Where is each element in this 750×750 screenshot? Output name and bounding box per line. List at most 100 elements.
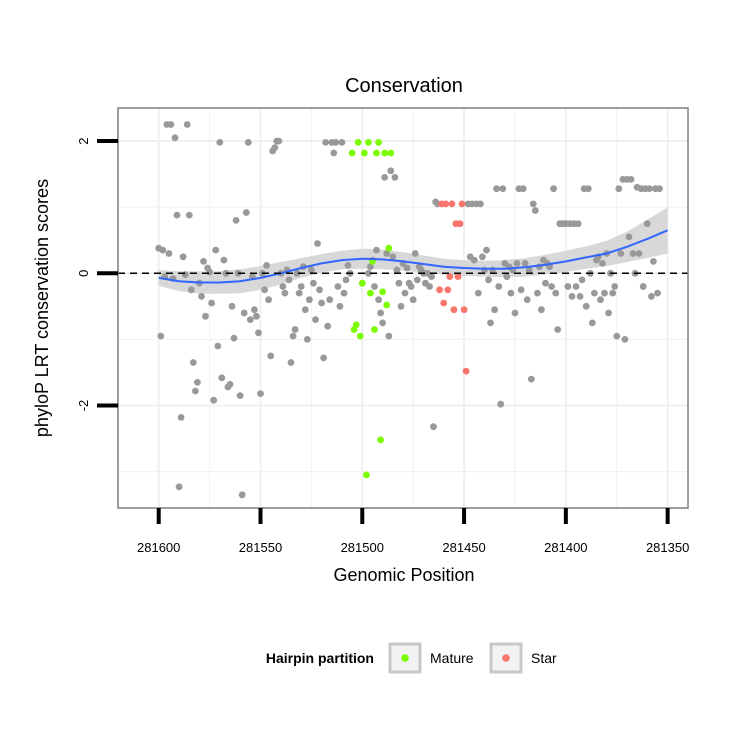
point-star (450, 306, 458, 314)
point-other (609, 289, 617, 297)
smooth-trend-line (158, 229, 668, 284)
point-other (246, 316, 254, 323)
point-other (413, 276, 421, 284)
point-other (194, 379, 201, 386)
point-other (206, 268, 214, 276)
point-other (371, 283, 378, 290)
point-other (426, 283, 433, 290)
point-mature (352, 321, 360, 329)
point-mature (360, 149, 368, 157)
point-other (365, 269, 372, 277)
point-other (253, 312, 260, 320)
point-other (645, 185, 653, 193)
point-other (293, 269, 301, 277)
point-other (185, 211, 193, 219)
point-star (460, 306, 468, 314)
point-other (183, 121, 191, 128)
x-axis: 281600 281550 281500 281450 281400 281350 Gen… (137, 508, 689, 585)
point-other (485, 276, 492, 284)
point-other (271, 144, 279, 152)
point-mature (354, 139, 362, 146)
point-other (499, 185, 507, 193)
point-other (497, 400, 505, 408)
point-other (527, 375, 535, 383)
point-other (629, 250, 637, 257)
point-other (574, 220, 582, 228)
point-other (588, 319, 596, 327)
point-other (159, 246, 167, 254)
point-other (650, 258, 657, 265)
y-axis-title: phyloP LRT conservation scores (32, 179, 52, 437)
point-other (572, 283, 580, 290)
x-tick-label: 281350 (646, 540, 689, 555)
point-other (179, 253, 187, 261)
point-other (255, 329, 262, 337)
point-other (409, 296, 417, 304)
point-other (198, 293, 205, 300)
y-tick-label: -2 (76, 400, 91, 412)
point-other (316, 286, 323, 294)
y-tick-label: 0 (76, 270, 91, 277)
point-other (330, 149, 338, 157)
point-mature (356, 332, 364, 340)
point-other (397, 302, 405, 310)
point-other (605, 309, 612, 317)
point-mature (373, 149, 380, 157)
point-mature (381, 149, 389, 157)
y-tick-label: 2 (76, 137, 91, 144)
point-other (648, 293, 655, 300)
point-other (582, 302, 590, 310)
point-other (297, 283, 305, 290)
legend-label-mature: Mature (430, 650, 474, 666)
point-star (456, 220, 464, 228)
point-other (617, 250, 625, 257)
point-other (548, 283, 555, 290)
point-other (210, 396, 218, 404)
point-other (322, 139, 329, 146)
point-other (157, 332, 165, 340)
point-other (621, 336, 629, 343)
point-other (238, 491, 246, 499)
point-other (306, 296, 313, 304)
point-mature (348, 149, 356, 157)
point-other (643, 220, 651, 228)
point-other (226, 381, 234, 388)
point-mature (385, 244, 393, 252)
x-tick-label: 281500 (341, 540, 384, 555)
point-other (654, 289, 661, 297)
point-other (470, 256, 478, 264)
point-other (554, 326, 562, 333)
point-other (601, 289, 608, 297)
point-other (403, 264, 411, 272)
point-star (436, 286, 443, 294)
point-mature (387, 149, 395, 157)
point-other (613, 332, 621, 340)
point-other (615, 185, 623, 193)
point-other (265, 296, 272, 304)
point-other (576, 293, 584, 300)
point-other (192, 387, 199, 395)
point-mature (371, 326, 378, 333)
point-other (216, 139, 224, 146)
point-star (440, 299, 448, 307)
point-other (523, 296, 531, 304)
point-other (373, 246, 380, 254)
point-other (487, 319, 494, 327)
point-other (324, 322, 332, 330)
plot-border (117, 107, 689, 509)
point-mature (375, 139, 382, 146)
point-other (489, 266, 496, 274)
y-axis: -2 0 2 phyloP LRT conservation scores (32, 137, 118, 437)
legend-title: Hairpin partition (266, 650, 374, 666)
point-other (391, 174, 399, 181)
x-tick-label: 281600 (137, 540, 180, 555)
point-other (202, 312, 209, 320)
point-other (495, 283, 503, 290)
chart-title: Conservation (345, 75, 463, 97)
point-other (513, 260, 521, 267)
point-other (187, 286, 195, 294)
point-other (625, 233, 633, 241)
point-other (218, 374, 226, 382)
point-other (534, 289, 541, 297)
legend: Hairpin partition Mature Star (266, 642, 557, 674)
